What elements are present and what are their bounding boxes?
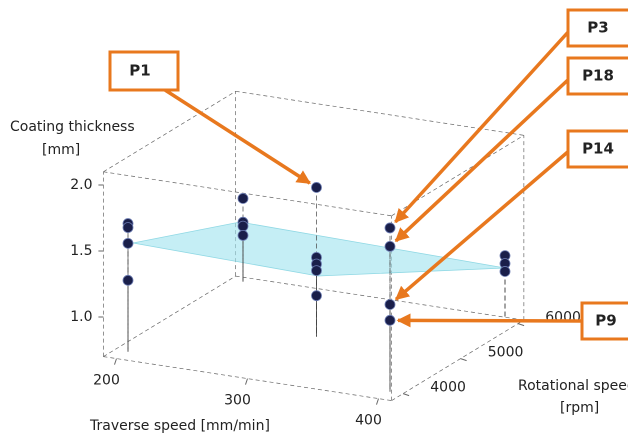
y-tick-label: 2.0 <box>70 177 92 193</box>
x-tick <box>114 358 117 365</box>
z-axis-title: [rpm] <box>560 400 599 416</box>
box-edge <box>103 171 392 217</box>
y-tick-label: 1.5 <box>70 243 92 259</box>
box-edge <box>235 275 524 321</box>
z-tick-label: 4000 <box>430 380 466 396</box>
z-tick <box>460 358 467 362</box>
x-tick-label: 400 <box>355 413 382 429</box>
annotation-arrow <box>396 313 583 328</box>
point <box>237 229 249 241</box>
point <box>311 182 322 193</box>
point <box>122 222 134 233</box>
annotation-box <box>566 56 628 96</box>
y-axis-title: [mm] <box>42 142 80 158</box>
point <box>384 314 396 326</box>
box-edge <box>103 91 236 173</box>
annotation-label: P3 <box>587 19 608 37</box>
x-axis-title: Traverse speed [mm/min] <box>89 418 270 434</box>
point <box>384 240 396 252</box>
z-tick-label: 5000 <box>488 345 524 361</box>
annotation-label: P1 <box>129 62 150 80</box>
x-tick <box>376 398 379 405</box>
point <box>311 290 322 302</box>
annotation-label: P9 <box>595 312 616 330</box>
y-axis-title: Coating thickness <box>10 119 135 135</box>
z-tick <box>517 323 525 327</box>
point <box>122 274 134 286</box>
point <box>237 193 249 204</box>
annotation-arrow <box>394 76 572 243</box>
x-tick-label: 200 <box>93 373 120 389</box>
point <box>384 299 396 310</box>
annotation-box <box>108 50 180 92</box>
annotation-arrow <box>164 88 311 185</box>
z-tick <box>402 393 410 397</box>
z-axis-title: Rotational speed <box>518 378 628 394</box>
x-tick <box>245 378 248 385</box>
annotation-label: P18 <box>582 67 614 85</box>
point <box>499 266 511 277</box>
point <box>311 265 322 277</box>
box-edge <box>103 275 236 357</box>
annotation-arrow <box>394 148 572 301</box>
annotation-box <box>566 129 628 169</box>
point <box>122 237 134 249</box>
box-edge <box>391 319 525 401</box>
y-tick-label: 1.0 <box>70 309 92 325</box>
annotation-label: P14 <box>582 140 614 158</box>
annotation-arrow <box>394 28 572 224</box>
annotation-box <box>566 8 628 48</box>
point <box>384 222 396 234</box>
point <box>237 220 249 232</box>
x-tick-label: 300 <box>224 393 251 409</box>
z-tick-label: 6000 <box>545 310 581 326</box>
annotation-box <box>580 301 628 341</box>
box-edge <box>391 135 525 217</box>
